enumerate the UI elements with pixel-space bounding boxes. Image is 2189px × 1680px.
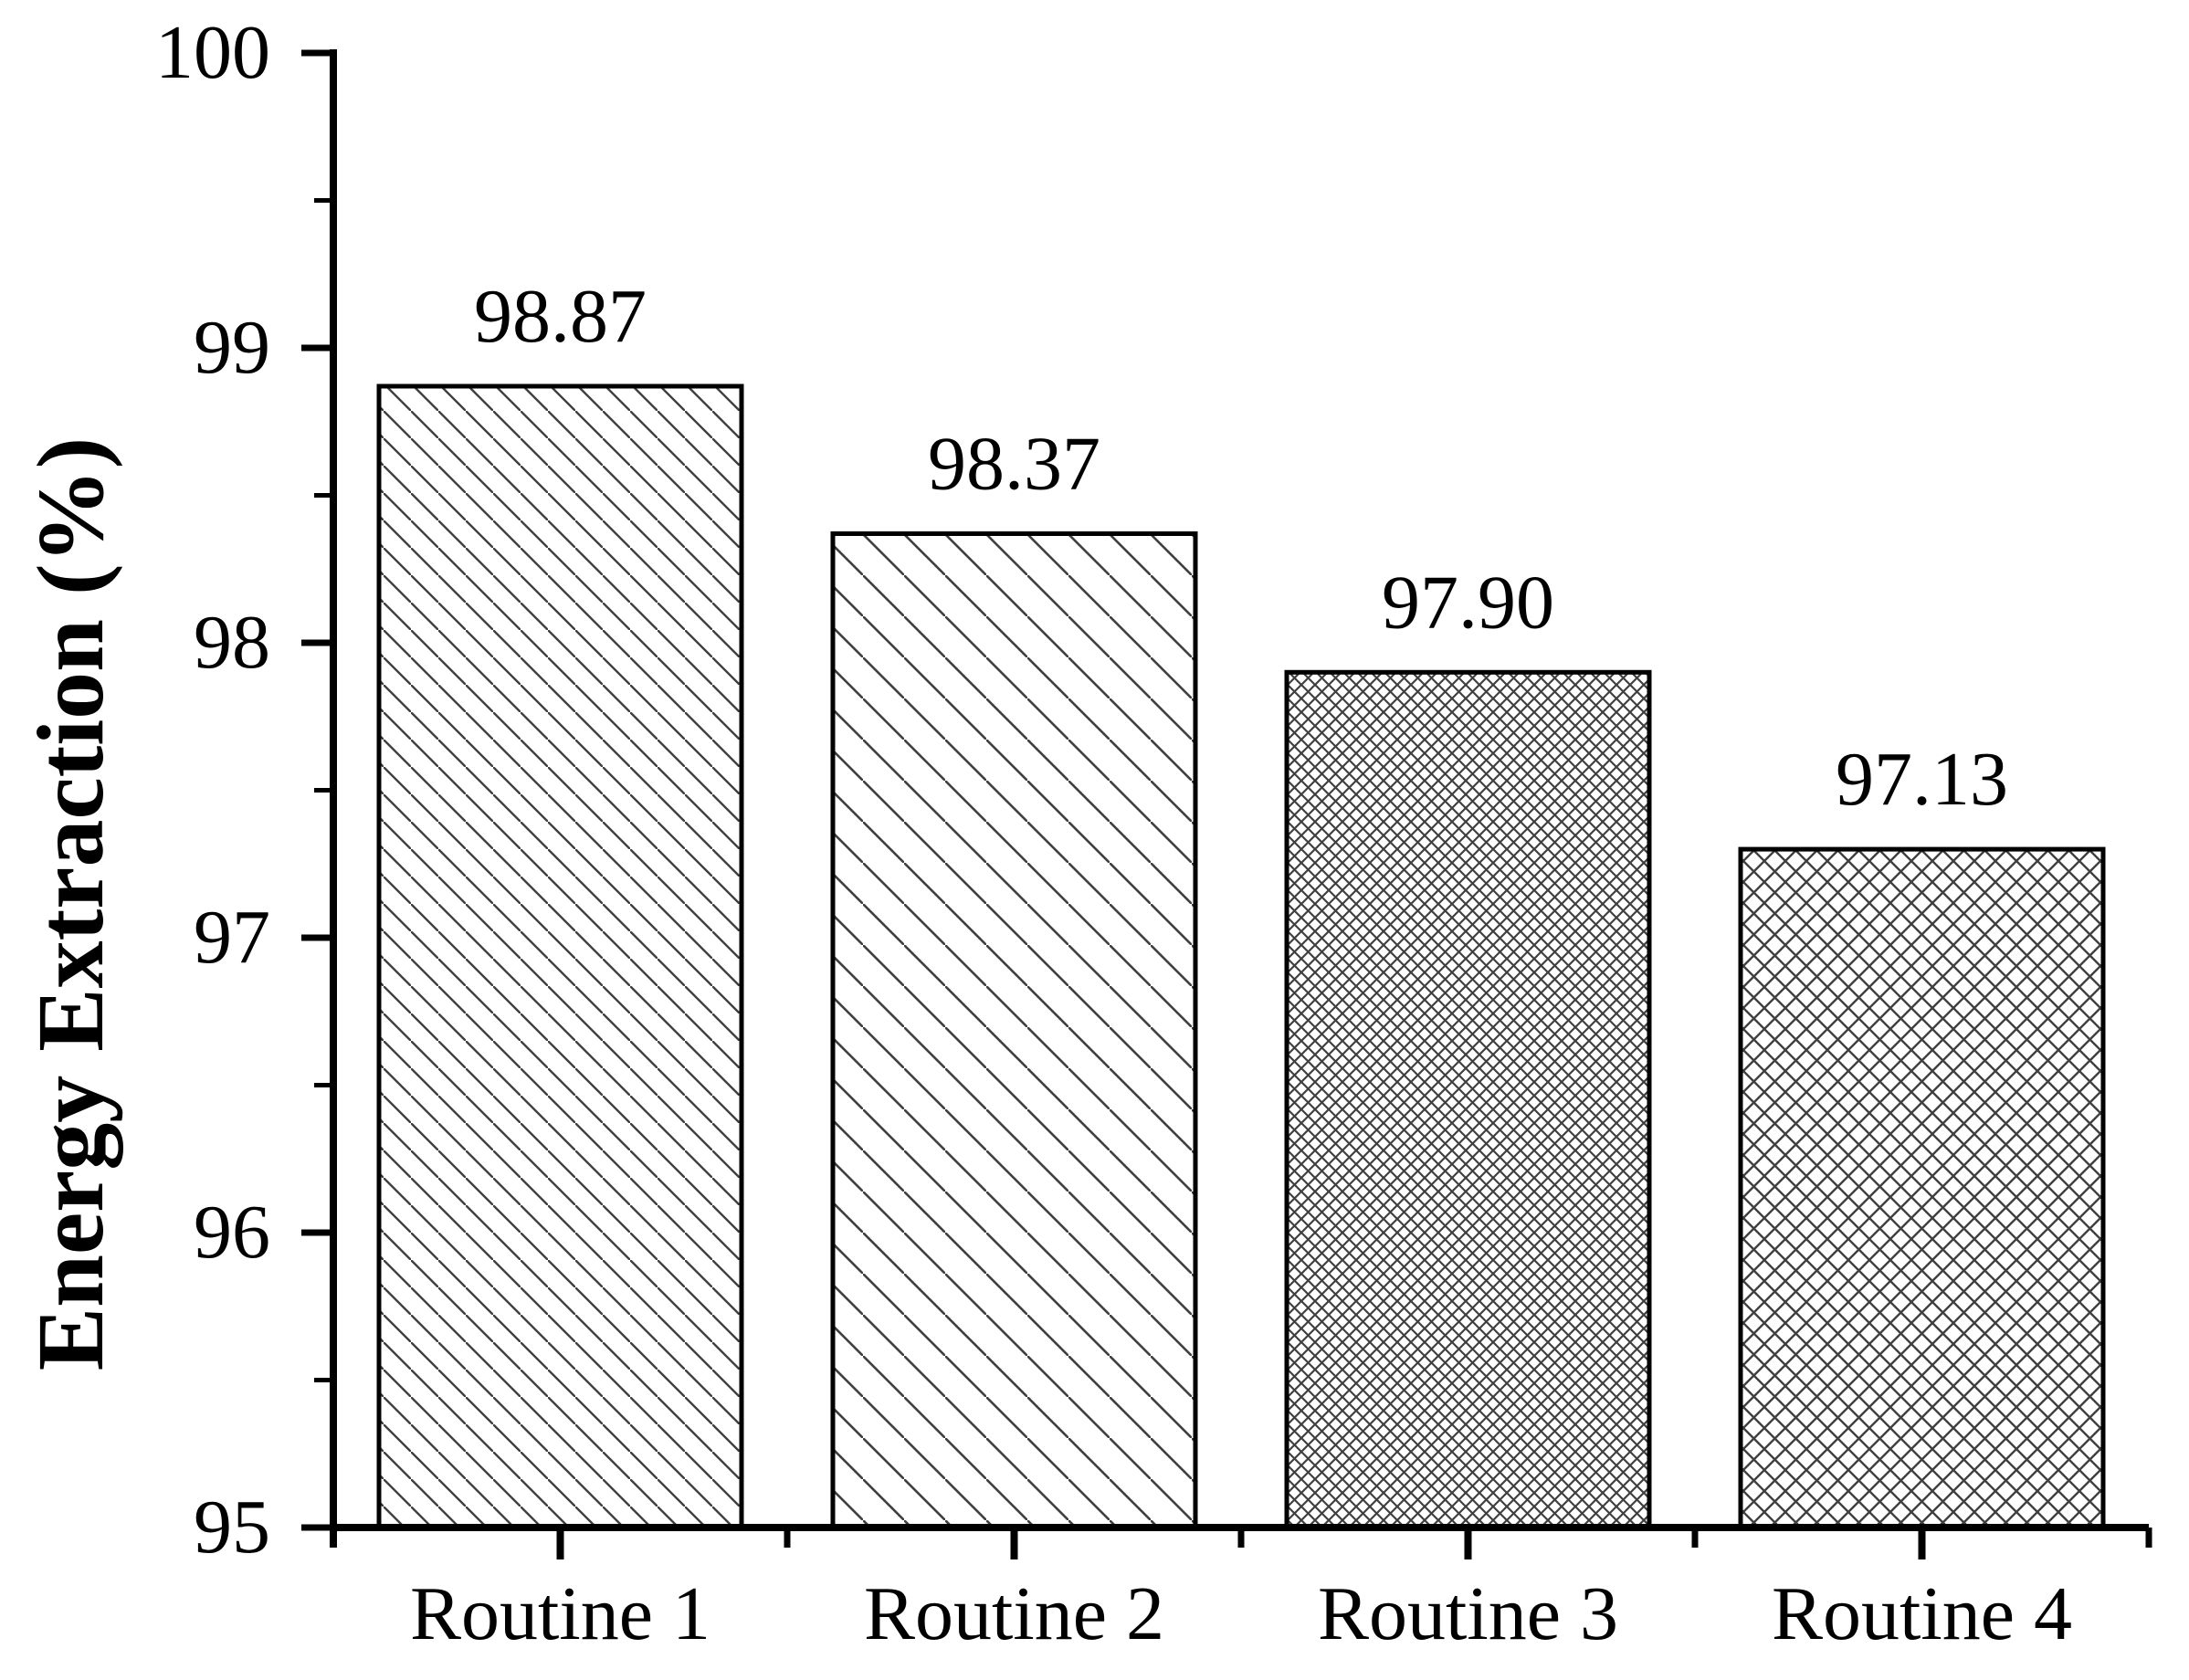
labels-group: 98.87 Routine 1 98.37 Routine 2 97.90 Routine… xyxy=(155,10,2072,1656)
x-category-label: Routine 1 xyxy=(410,1571,710,1656)
bar-value-label: 97.90 xyxy=(1382,560,1554,645)
bar-routine-3 xyxy=(1284,669,1652,1530)
bar-value-label: 98.37 xyxy=(928,422,1100,507)
bar-value-label: 97.13 xyxy=(1836,737,2008,822)
bar-value-label: 98.87 xyxy=(474,274,647,359)
axes-group xyxy=(301,49,2152,1559)
bar-routine-2 xyxy=(830,531,1198,1530)
y-tick-label: 95 xyxy=(194,1485,270,1570)
x-category-label: Routine 4 xyxy=(1772,1571,2072,1656)
x-category-label: Routine 2 xyxy=(864,1571,1164,1656)
y-tick-label: 96 xyxy=(194,1190,270,1275)
y-tick-label: 98 xyxy=(194,600,270,685)
y-axis-title: Energy Extraction (%) xyxy=(18,437,123,1370)
y-tick-label: 99 xyxy=(194,305,270,390)
y-tick-label: 97 xyxy=(194,895,270,980)
bars-group xyxy=(376,383,2106,1530)
bar-routine-1 xyxy=(376,383,744,1530)
bar-routine-4 xyxy=(1738,846,2106,1530)
y-tick-label: 100 xyxy=(155,10,270,95)
x-category-label: Routine 3 xyxy=(1318,1571,1618,1656)
